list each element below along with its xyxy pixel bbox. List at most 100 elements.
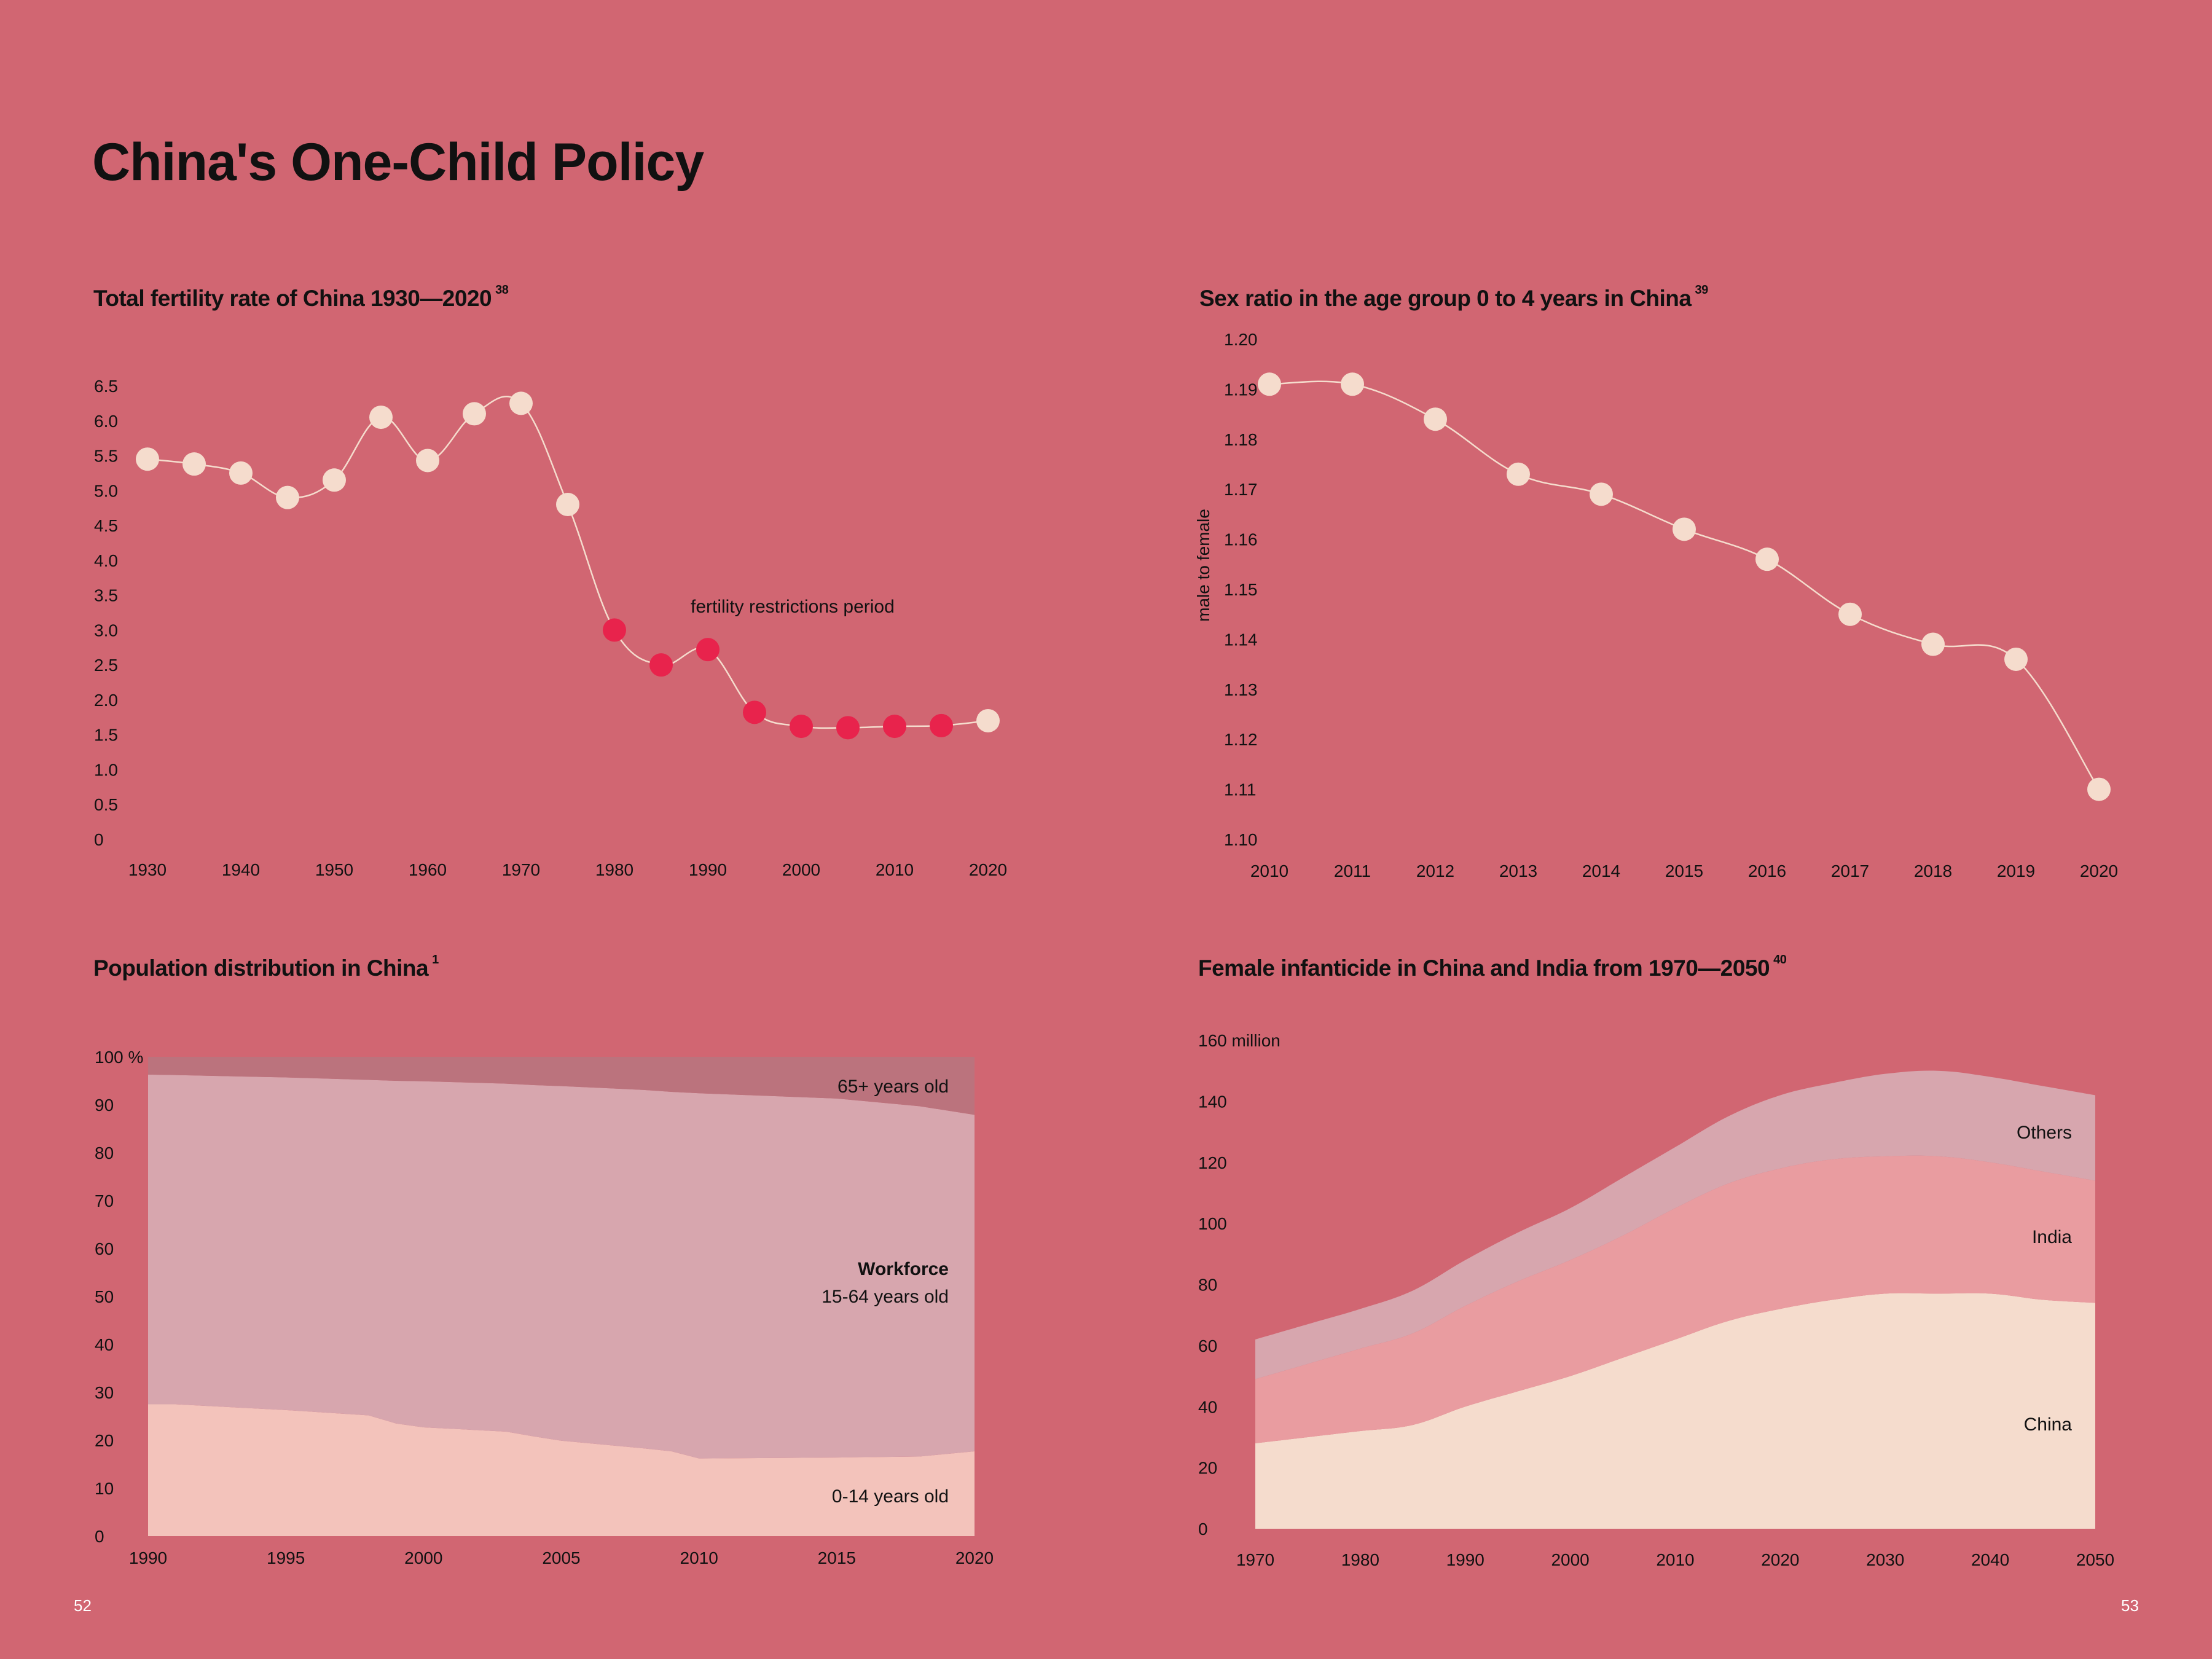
y-tick-label: 2.0 <box>94 691 118 710</box>
data-point-restricted <box>883 715 906 739</box>
x-tick-label: 2018 <box>1914 861 1952 880</box>
data-point <box>1673 517 1696 541</box>
y-tick-label: 80 <box>1198 1276 1217 1295</box>
data-point-restricted <box>603 618 626 642</box>
label-china: China <box>2024 1414 2073 1435</box>
y-tick-label: 2.5 <box>94 656 118 675</box>
label-others: Others <box>2017 1123 2072 1143</box>
x-tick-label: 2015 <box>1665 861 1703 880</box>
sexratio-title-text: Sex ratio in the age group 0 to 4 years … <box>1199 286 1692 311</box>
x-tick-label: 2005 <box>542 1548 580 1567</box>
y-tick-label: 0 <box>1198 1520 1208 1539</box>
y-tick-label: 100 % <box>95 1048 143 1067</box>
y-tick-label: 4.5 <box>94 516 118 535</box>
label-0-14: 0-14 years old <box>832 1486 949 1507</box>
y-tick-label: 1.15 <box>1224 580 1258 599</box>
population-chart: 0 10 20 30 40 50 60 70 80 90 100 % 1990 1995 2000 2005… <box>95 1048 994 1567</box>
x-tick-label: 2030 <box>1866 1550 1904 1569</box>
x-tick-label: 2010 <box>680 1548 718 1567</box>
fertility-chart-title: Total fertility rate of China 1930—2020 3… <box>93 283 509 312</box>
data-point <box>509 391 533 415</box>
y-tick-label: 40 <box>95 1335 114 1354</box>
data-point <box>1590 482 1613 506</box>
x-tick-label: 2017 <box>1831 861 1869 880</box>
data-point-restricted <box>790 715 813 739</box>
y-tick-label: 1.18 <box>1224 430 1258 449</box>
x-tick-label: 1990 <box>129 1548 167 1567</box>
x-tick-label: 2020 <box>955 1548 994 1567</box>
x-tick-label: 2013 <box>1499 861 1537 880</box>
y-tick-label: 60 <box>1198 1336 1217 1355</box>
sexratio-chart: 1.10 1.11 1.12 1.13 1.14 1.15 1.16 1.17 1.18 1.19… <box>1194 330 2118 880</box>
y-tick-label: 20 <box>95 1431 114 1450</box>
y-tick-label: 1.0 <box>94 760 118 779</box>
data-point <box>976 708 1000 732</box>
label-65-plus: 65+ years old <box>837 1077 949 1097</box>
y-tick-label: 1.14 <box>1224 630 1258 649</box>
data-point-restricted <box>836 716 860 740</box>
y-tick-label: 20 <box>1198 1459 1217 1478</box>
y-tick-label: 5.5 <box>94 447 118 466</box>
y-tick-label: 10 <box>95 1479 114 1498</box>
data-point <box>323 468 346 492</box>
area-0-14 <box>148 1404 975 1536</box>
x-tick-label: 1950 <box>315 860 353 879</box>
data-point <box>182 452 206 476</box>
population-chart-title: Population distribution in China 1 <box>93 953 439 981</box>
page-title: China's One-Child Policy <box>92 133 704 192</box>
sexratio-footnote: 39 <box>1695 283 1708 297</box>
data-point <box>416 449 439 473</box>
area-others <box>1255 1070 2095 1379</box>
y-tick-label: 1.16 <box>1224 530 1258 549</box>
page-number-left: 52 <box>74 1596 92 1615</box>
y-tick-label: 140 <box>1198 1092 1227 1111</box>
x-tick-label: 2010 <box>1250 861 1288 880</box>
x-tick-label: 2000 <box>404 1548 442 1567</box>
data-point <box>463 402 486 426</box>
x-tick-label: 2010 <box>1656 1550 1694 1569</box>
x-tick-label: 2050 <box>2076 1550 2114 1569</box>
y-tick-label: 1.17 <box>1224 480 1258 499</box>
x-tick-label: 2020 <box>1761 1550 1799 1569</box>
infanticide-chart-title: Female infanticide in China and India fr… <box>1198 953 1787 981</box>
data-point <box>369 406 393 429</box>
x-tick-label: 2015 <box>818 1548 856 1567</box>
fertility-footnote: 38 <box>495 283 509 297</box>
area-65-plus <box>148 1057 975 1115</box>
x-tick-label: 2000 <box>782 860 820 879</box>
x-tick-label: 2020 <box>969 860 1007 879</box>
infanticide-title-text: Female infanticide in China and India fr… <box>1198 955 1770 981</box>
x-tick-label: 1995 <box>267 1548 305 1567</box>
y-tick-label: 40 <box>1198 1397 1217 1416</box>
area-china <box>1255 1293 2095 1529</box>
y-tick-label: 120 <box>1198 1153 1227 1172</box>
data-point-restricted <box>930 713 953 737</box>
area-india <box>1255 1155 2095 1443</box>
sexratio-chart-title: Sex ratio in the age group 0 to 4 years … <box>1199 283 1708 312</box>
label-15-64: 15-64 years old <box>822 1287 949 1307</box>
data-point <box>1258 372 1281 396</box>
x-tick-label: 1940 <box>222 860 260 879</box>
data-point-restricted <box>696 638 720 662</box>
y-tick-label: 1.19 <box>1224 380 1258 399</box>
fertility-title-text: Total fertility rate of China 1930—2020 <box>93 286 492 311</box>
x-tick-label: 2016 <box>1748 861 1786 880</box>
data-point <box>136 447 159 471</box>
page-number-right: 53 <box>2121 1596 2139 1615</box>
data-point <box>2087 777 2111 801</box>
y-tick-label: 1.13 <box>1224 680 1258 699</box>
x-tick-label: 1990 <box>689 860 727 879</box>
y-tick-label: 80 <box>95 1143 114 1163</box>
y-tick-label: 0 <box>95 1527 104 1546</box>
data-point-restricted <box>649 653 673 677</box>
data-point <box>556 493 579 517</box>
x-tick-label: 2010 <box>876 860 914 879</box>
x-tick-label: 2012 <box>1416 861 1454 880</box>
y-tick-label: 1.20 <box>1224 330 1258 349</box>
data-point <box>2004 647 2028 671</box>
x-tick-label: 1980 <box>595 860 633 879</box>
label-india: India <box>2032 1227 2072 1247</box>
infanticide-footnote: 40 <box>1773 953 1787 967</box>
